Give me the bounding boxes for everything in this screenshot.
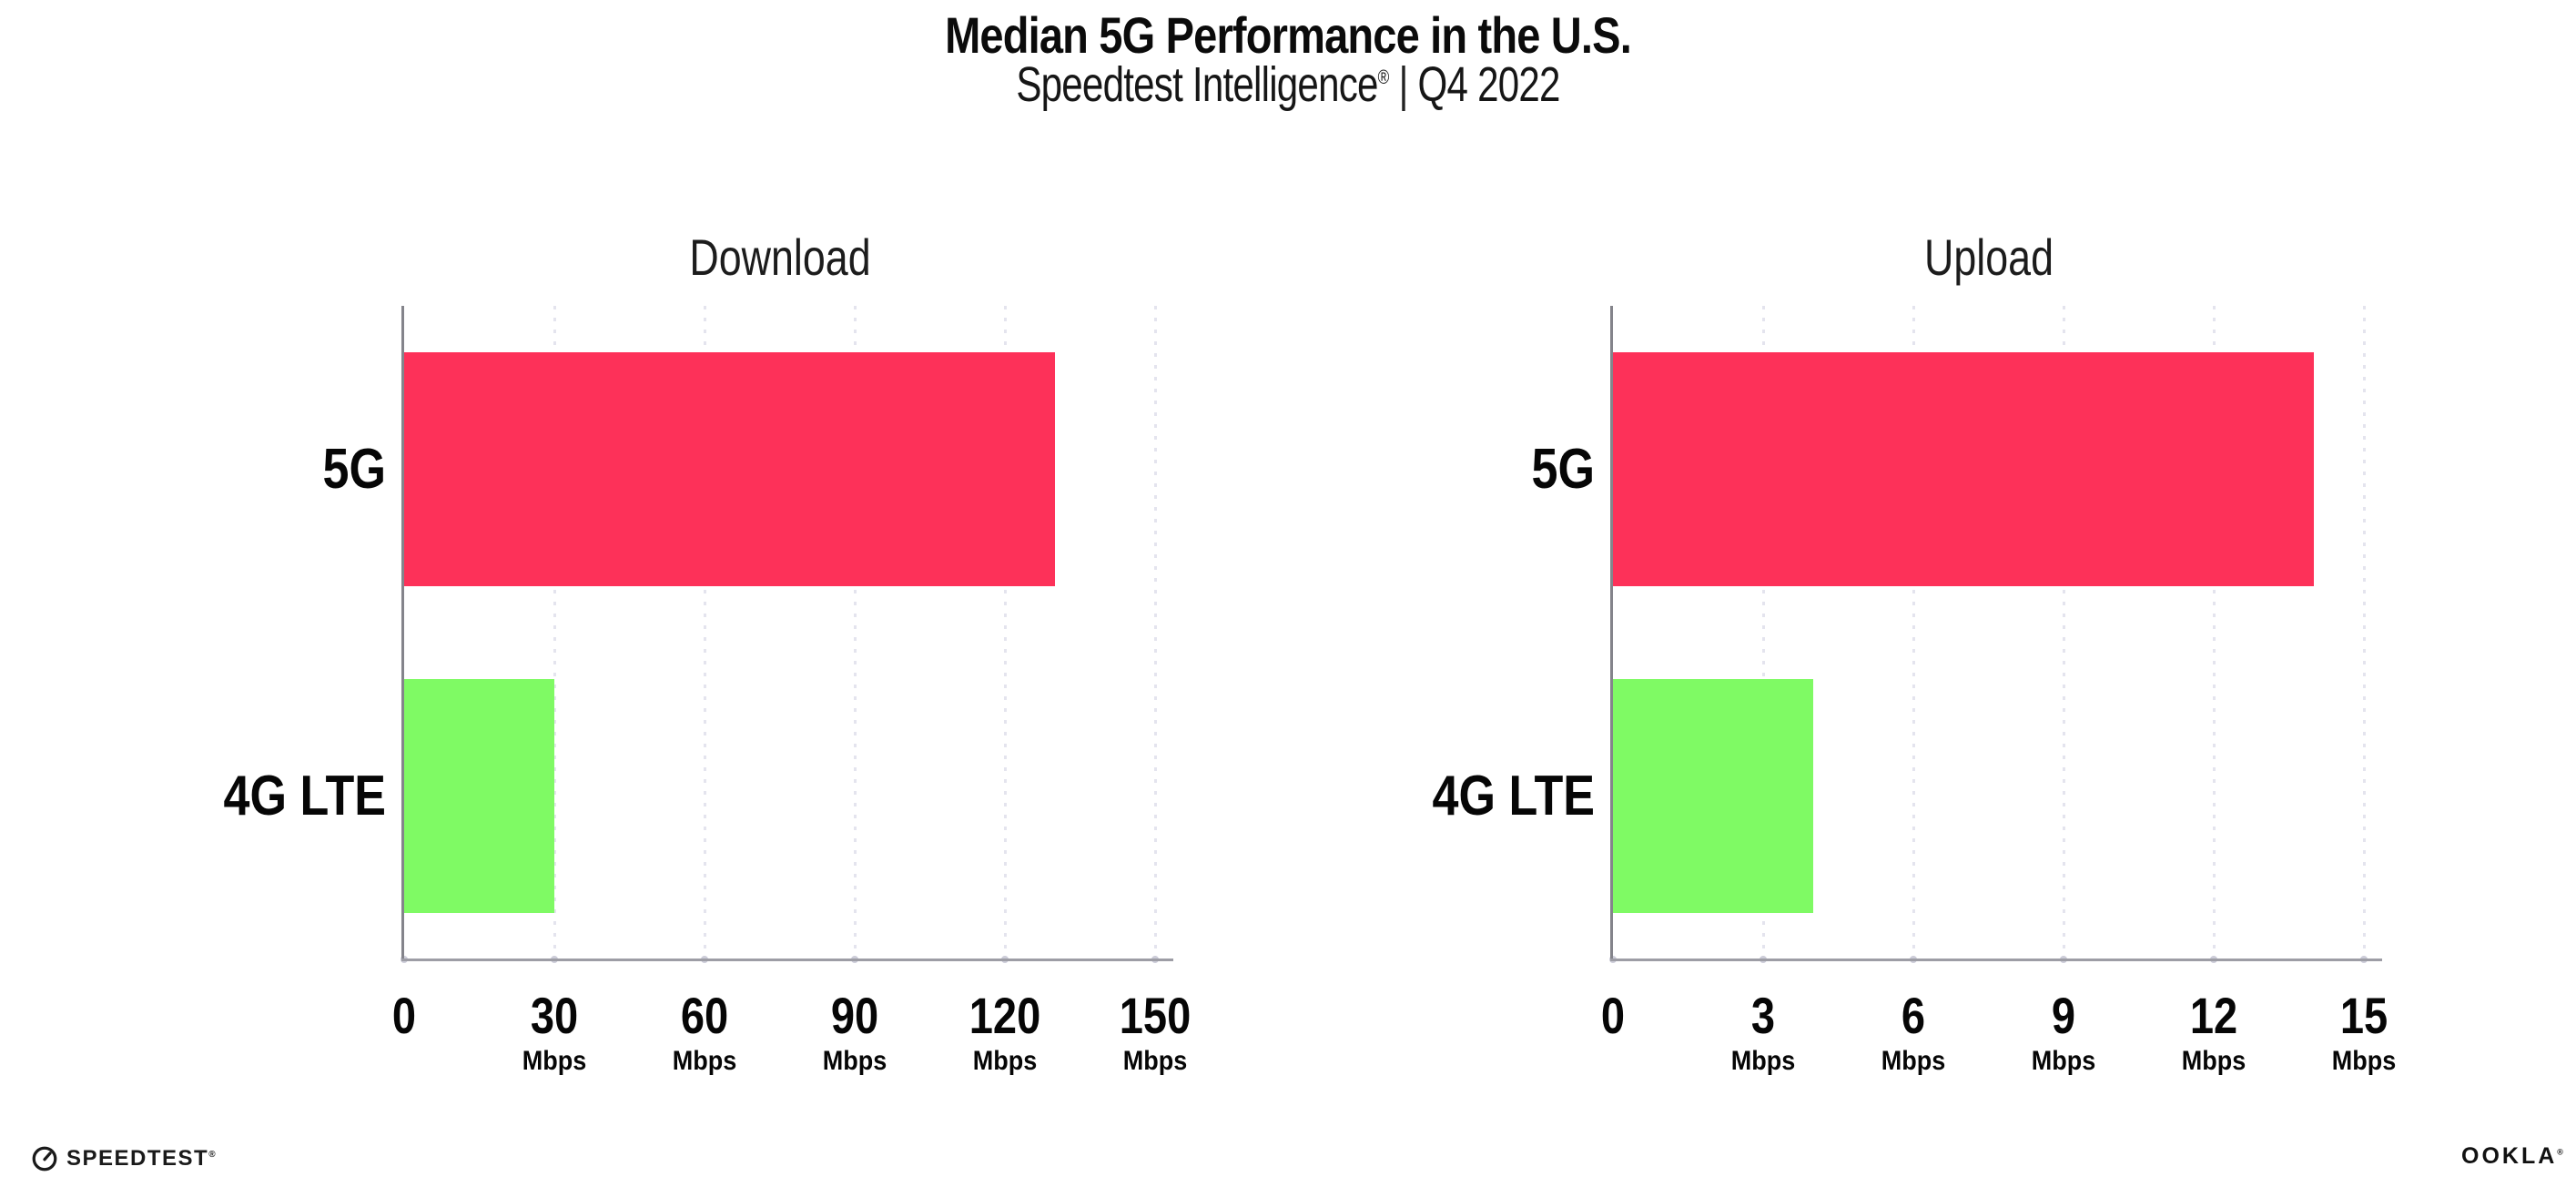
x-tick-unit-download-90: Mbps [822, 1046, 887, 1076]
x-tick-label-upload-6: 6 [1901, 987, 1926, 1044]
ookla-logo: OOKLA® [2461, 1143, 2563, 1170]
category-label-4g-lte-download: 4G LTE [223, 765, 386, 827]
x-axis-upload [1610, 959, 2382, 961]
x-tick-unit-upload-3: Mbps [1730, 1046, 1796, 1076]
speedtest-wordmark: SPEEDTEST® [66, 1146, 218, 1171]
x-tick-label-download-0: 0 [391, 987, 417, 1044]
x-tick-label-upload-9: 9 [2051, 987, 2076, 1044]
x-tick-unit-download-30: Mbps [522, 1046, 587, 1076]
gridline-upload-9 [2062, 306, 2065, 959]
ookla-registered-mark-icon: ® [2557, 1147, 2563, 1157]
gridline-download-120 [1003, 306, 1007, 959]
x-tick-label-download-120: 120 [969, 987, 1041, 1044]
speedtest-logo: SPEEDTEST® [31, 1145, 217, 1172]
bar-5g-download [404, 352, 1055, 586]
x-tick-unit-upload-15: Mbps [2331, 1046, 2397, 1076]
registered-mark-icon: ® [1377, 66, 1390, 88]
x-axis-download [401, 959, 1173, 961]
gridline-upload-3 [1761, 306, 1765, 959]
page-subtitle: Speedtest Intelligence® | Q4 2022 [283, 56, 2292, 113]
x-tick-unit-download-150: Mbps [1122, 1046, 1188, 1076]
gridline-download-30 [553, 306, 556, 959]
bar-5g-upload [1613, 352, 2314, 586]
x-tick-label-upload-12: 12 [2189, 987, 2238, 1044]
bar-4g-lte-download [404, 679, 554, 913]
subtitle-product: Speedtest Intelligence [1016, 57, 1378, 112]
subtitle-period: Q4 2022 [1417, 57, 1561, 112]
x-tick-label-download-90: 90 [830, 987, 879, 1044]
x-tick-label-download-150: 150 [1119, 987, 1192, 1044]
x-tick-unit-upload-9: Mbps [2031, 1046, 2096, 1076]
chart-section-title-download: Download [688, 228, 871, 286]
ookla-wordmark: OOKLA [2461, 1143, 2558, 1169]
category-label-5g-download: 5G [322, 438, 386, 501]
gridline-upload-6 [1912, 306, 1915, 959]
x-tick-unit-upload-12: Mbps [2181, 1046, 2246, 1076]
x-tick-label-upload-15: 15 [2339, 987, 2388, 1044]
x-tick-label-upload-3: 3 [1750, 987, 1776, 1044]
x-tick-unit-download-60: Mbps [672, 1046, 737, 1076]
subtitle-separator: | [1398, 57, 1408, 112]
bar-4g-lte-upload [1613, 679, 1813, 913]
x-tick-unit-download-120: Mbps [972, 1046, 1038, 1076]
page-title: Median 5G Performance in the U.S. [945, 6, 1632, 64]
gridline-upload-15 [2362, 306, 2366, 959]
speedometer-gauge-icon [32, 1146, 57, 1172]
gridline-download-90 [853, 306, 857, 959]
category-label-5g-upload: 5G [1531, 438, 1595, 501]
y-axis-upload [1610, 306, 1613, 961]
x-tick-unit-upload-6: Mbps [1881, 1046, 1946, 1076]
category-label-4g-lte-upload: 4G LTE [1432, 765, 1595, 827]
gridline-download-60 [703, 306, 706, 959]
x-tick-label-download-30: 30 [530, 987, 579, 1044]
gridline-upload-12 [2212, 306, 2216, 959]
x-tick-label-upload-0: 0 [1600, 987, 1626, 1044]
chart-section-title-upload: Upload [1923, 228, 2054, 286]
y-axis-download [401, 306, 404, 961]
speedtest-registered-mark-icon: ® [208, 1150, 218, 1160]
x-tick-label-download-60: 60 [680, 987, 729, 1044]
gridline-download-150 [1153, 306, 1157, 959]
